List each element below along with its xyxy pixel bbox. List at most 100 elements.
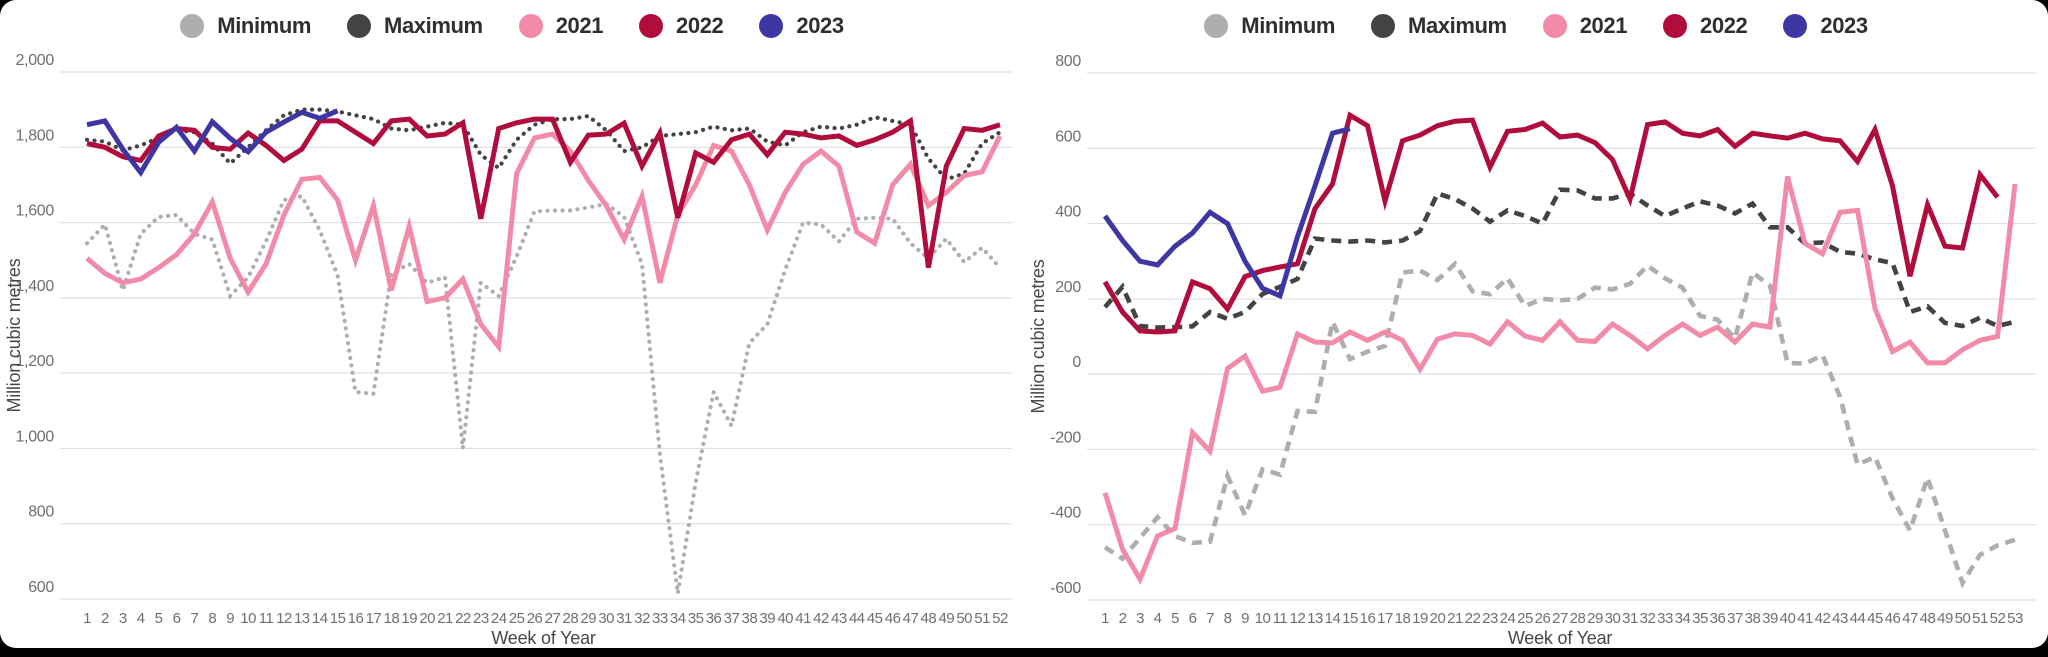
x-axis-tick-label: 29 [580, 610, 596, 627]
x-axis-tick-label: 17 [1377, 610, 1393, 627]
x-axis-tick-label: 33 [1657, 610, 1673, 627]
chart-legend: Minimum Maximum 2021 2022 2023 [0, 13, 1024, 39]
y-axis-tick-label: 800 [1055, 53, 1081, 70]
series-line-2021 [1102, 175, 2018, 585]
x-axis-tick-label: 37 [724, 610, 740, 627]
x-axis-tick-label: 18 [383, 610, 399, 627]
y-axis-tick-label: 400 [1055, 204, 1081, 221]
x-axis-tick-label: 38 [742, 610, 758, 627]
series-line-minimum [84, 193, 1003, 594]
legend-label: 2022 [1700, 13, 1748, 38]
legend-item-2022[interactable]: 2022 [1663, 13, 1748, 39]
y-axis-tick-label: 200 [1055, 279, 1081, 296]
legend-label: 2021 [555, 13, 604, 38]
x-axis-tick-label: 13 [1307, 610, 1323, 627]
y-axis-tick-label: 800 [28, 504, 54, 521]
x-axis-tick-label: 42 [813, 610, 829, 627]
x-axis-tick-label: 42 [1815, 610, 1831, 627]
y-axis-tick-label: 1,600 [15, 203, 54, 220]
x-axis-tick-label: 39 [1762, 610, 1778, 627]
x-axis-tick-label: 12 [276, 610, 292, 627]
x-axis-tick-label: 46 [885, 610, 901, 627]
x-axis-tick-label: 40 [1780, 610, 1796, 627]
legend-item-2021[interactable]: 2021 [1542, 13, 1628, 39]
x-axis-title: Week of Year [1508, 628, 1613, 648]
legend-dot-2022 [1663, 14, 1688, 38]
x-axis-tick-label: 44 [849, 610, 865, 627]
legend-item-2022[interactable]: 2022 [639, 13, 724, 39]
x-axis-tick-label: 3 [1136, 610, 1144, 627]
legend-dot-2023 [1783, 14, 1808, 38]
x-axis-tick-label: 52 [1990, 610, 2006, 627]
x-axis-tick-label: 9 [1241, 610, 1249, 627]
x-axis-tick-label: 34 [670, 610, 686, 627]
x-axis-tick-label: 17 [366, 610, 382, 627]
x-axis-tick-label: 7 [1206, 610, 1214, 627]
x-axis-tick-label: 18 [1395, 610, 1411, 627]
y-axis-tick-label: -400 [1050, 505, 1081, 522]
x-axis-tick-label: 51 [974, 610, 990, 627]
legend-item-2021[interactable]: 2021 [518, 13, 604, 39]
series-line-2023 [86, 108, 339, 177]
x-axis-tick-label: 27 [545, 610, 561, 627]
legend-item-maximum[interactable]: Maximum [1371, 13, 1507, 39]
x-axis-tick-label: 46 [1885, 610, 1901, 627]
x-axis-tick-label: 8 [208, 610, 216, 627]
x-axis-tick-label: 11 [1273, 610, 1288, 627]
x-axis-tick-label: 26 [1535, 610, 1551, 627]
legend-item-maximum[interactable]: Maximum [347, 13, 483, 39]
x-axis-tick-label: 6 [1189, 610, 1197, 627]
y-axis-tick-label: 1,200 [15, 353, 54, 370]
x-axis-tick-label: 32 [634, 610, 650, 627]
x-axis-tick-label: 15 [1342, 610, 1358, 627]
x-axis-tick-label: 2 [1119, 610, 1127, 627]
series-line-maximum [84, 107, 1003, 182]
x-axis-tick-label: 21 [1447, 610, 1463, 627]
x-axis-tick-label: 52 [992, 610, 1008, 627]
x-axis-tick-label: 35 [688, 610, 704, 627]
legend-item-minimum[interactable]: Minimum [180, 13, 311, 39]
legend-dot-2023 [759, 14, 784, 38]
x-axis-tick-label: 31 [1622, 610, 1638, 627]
x-axis-tick-label: 4 [1154, 610, 1162, 627]
x-axis-tick-label: 1 [1101, 610, 1109, 627]
x-axis-tick-label: 38 [1745, 610, 1761, 627]
x-axis-tick-label: 45 [1867, 610, 1883, 627]
x-axis-tick-label: 21 [437, 610, 453, 627]
x-axis-tick-label: 1 [83, 610, 91, 627]
x-axis-tick-label: 41 [795, 610, 811, 627]
legend-item-minimum[interactable]: Minimum [1204, 13, 1335, 39]
x-axis-tick-label: 40 [777, 610, 793, 627]
y-axis-title: Million cubic metres [1028, 259, 1048, 413]
x-axis-tick-label: 22 [1465, 610, 1481, 627]
legend-label: 2021 [1579, 13, 1628, 38]
x-axis-tick-label: 10 [240, 610, 256, 627]
x-axis-tick-label: 25 [1517, 610, 1533, 627]
x-axis-tick-label: 50 [1955, 610, 1971, 627]
x-axis-tick-label: 16 [348, 610, 364, 627]
series-line-2022 [86, 116, 1001, 269]
x-axis-tick-label: 23 [473, 610, 489, 627]
y-axis-tick-label: 1,800 [15, 127, 54, 144]
x-axis-tick-label: 31 [616, 610, 632, 627]
x-axis-tick-label: 5 [1171, 610, 1179, 627]
y-axis-tick-label: -600 [1050, 580, 1081, 597]
legend-dot-2022 [639, 14, 664, 38]
legend-label: Minimum [217, 13, 312, 38]
legend-dot-2021 [1542, 14, 1567, 38]
x-axis-tick-label: 48 [921, 610, 937, 627]
legend-dot-minimum [1204, 14, 1229, 38]
x-axis-tick-label: 20 [1430, 610, 1446, 627]
x-axis-tick-label: 49 [1937, 610, 1953, 627]
series-line-minimum [1103, 260, 2016, 589]
x-axis-tick-label: 11 [259, 610, 274, 627]
legend-label: 2022 [676, 13, 724, 38]
legend-item-2023[interactable]: 2023 [759, 13, 844, 39]
x-axis-tick-label: 10 [1255, 610, 1271, 627]
legend-item-2023[interactable]: 2023 [1783, 13, 1868, 39]
x-axis-tick-label: 26 [527, 610, 543, 627]
x-axis-tick-label: 22 [455, 610, 471, 627]
x-axis-tick-label: 12 [1290, 610, 1306, 627]
